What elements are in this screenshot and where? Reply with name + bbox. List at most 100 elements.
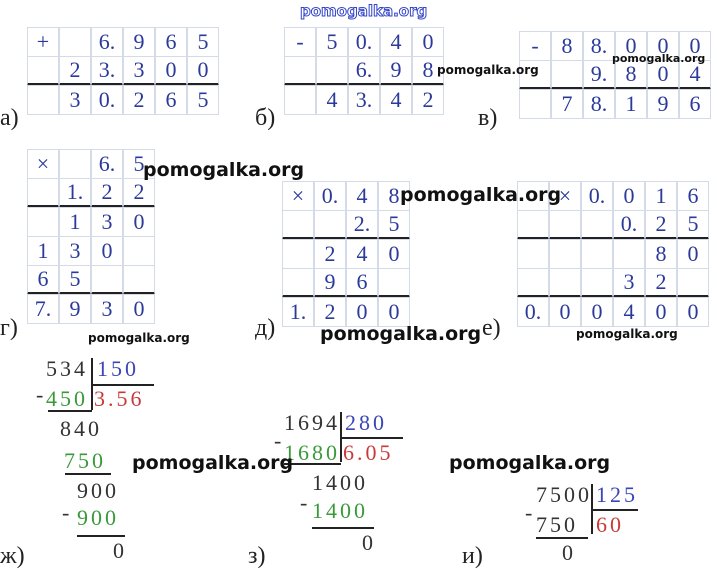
grid-cell: 8: [615, 60, 647, 90]
grid-cell: 8.: [583, 31, 615, 61]
grid-cell: 0: [613, 181, 645, 211]
grid-cell: 8: [551, 31, 583, 61]
grid-cell: 4: [679, 60, 711, 90]
watermark: pomogalka.org: [449, 452, 611, 474]
watermark: pomogalka.org: [612, 52, 706, 65]
grid-cell: 5: [59, 265, 91, 295]
grid-cell: 6: [27, 265, 59, 295]
grid-cell: 0: [378, 297, 410, 327]
grid-cell: [517, 210, 549, 240]
grid-cell: 8: [645, 239, 677, 269]
grid-cell: 3: [59, 236, 91, 266]
grid-cell: 4: [613, 297, 645, 327]
grid-cell: 0.: [314, 181, 346, 211]
grid-cell: [123, 265, 155, 295]
grid-cell: [27, 56, 59, 86]
grid-cell: [517, 268, 549, 298]
grid-cell: -: [519, 31, 551, 61]
grid-cell: 6: [679, 89, 711, 119]
grid-cell: 2: [91, 178, 123, 208]
multiplication-grid-e: × 0. 0 1 6 0. 2 5 8 0 3 2 0. 0 0 4 0 0: [517, 181, 710, 327]
grid-cell: [282, 239, 314, 269]
grid-cell: 4: [346, 239, 378, 269]
grid-cell: [59, 27, 91, 57]
grid-cell: 3: [613, 268, 645, 298]
grid-cell: 2.: [346, 210, 378, 240]
grid-cell: 0.: [517, 297, 549, 327]
grid-cell: 6: [346, 268, 378, 298]
grid-cell: 0: [123, 207, 155, 237]
grid-cell: [59, 149, 91, 179]
grid-cell: 0.: [613, 210, 645, 240]
grid-cell: 0: [91, 236, 123, 266]
grid-cell: [581, 239, 613, 269]
grid-cell: 0: [677, 297, 709, 327]
grid-cell: [378, 268, 410, 298]
grid-cell: 7: [551, 89, 583, 119]
grid-cell: 0: [647, 60, 679, 90]
grid-cell: [282, 210, 314, 240]
label-e: е): [482, 315, 501, 341]
grid-cell: 9.: [583, 60, 615, 90]
grid-cell: 6.: [348, 56, 380, 86]
grid-cell: 2: [314, 297, 346, 327]
grid-cell: [519, 89, 551, 119]
grid-cell: 0: [412, 27, 444, 57]
grid-cell: 0: [378, 239, 410, 269]
watermark-top: pomogalka.org: [299, 2, 428, 21]
grid-cell: 2: [314, 239, 346, 269]
watermark: pomogalka.org: [143, 159, 305, 181]
grid-cell: 3: [91, 207, 123, 237]
subtraction-grid-b: -5 0. 4 0 6. 9 8 4 3. 4 2: [284, 27, 445, 115]
grid-cell: 1: [615, 89, 647, 119]
grid-cell: 9: [647, 89, 679, 119]
grid-cell: [551, 60, 583, 90]
grid-cell: [27, 85, 59, 115]
grid-cell: 1: [27, 236, 59, 266]
grid-cell: 2: [123, 178, 155, 208]
label-v: в): [478, 105, 498, 131]
grid-cell: 1: [59, 207, 91, 237]
grid-cell: 1.: [282, 297, 314, 327]
grid-cell: 9: [59, 294, 91, 324]
grid-cell: +: [27, 27, 59, 57]
grid-cell: 0: [187, 56, 219, 86]
grid-cell: 4: [316, 85, 348, 115]
grid-cell: 2: [123, 85, 155, 115]
grid-cell: 6: [155, 27, 187, 57]
grid-cell: 1.: [59, 178, 91, 208]
grid-cell: 4: [346, 181, 378, 211]
grid-cell: 0: [155, 56, 187, 86]
grid-cell: [123, 236, 155, 266]
multiplication-grid-d: × 0. 4 8 2. 5 2 4 0 9 6 1. 2 0 0: [282, 181, 411, 327]
grid-cell: [549, 210, 581, 240]
grid-cell: 4: [380, 27, 412, 57]
grid-cell: [27, 207, 59, 237]
grid-cell: [549, 239, 581, 269]
grid-cell: [613, 239, 645, 269]
grid-cell: ×: [282, 181, 314, 211]
grid-cell: 2: [645, 268, 677, 298]
addition-grid: +6. 9 6 5 2 3. 3 0 0 3 0. 2 6 5: [27, 27, 220, 115]
grid-cell: 2: [645, 210, 677, 240]
grid-cell: [284, 85, 316, 115]
grid-cell: 5: [677, 210, 709, 240]
grid-cell: 5: [378, 210, 410, 240]
grid-cell: [27, 178, 59, 208]
grid-cell: 5: [187, 27, 219, 57]
grid-cell: [517, 239, 549, 269]
grid-cell: 3: [123, 56, 155, 86]
grid-cell: 0: [549, 297, 581, 327]
grid-cell: 3: [91, 294, 123, 324]
grid-cell: 6: [155, 85, 187, 115]
watermark: pomogalka.org: [132, 452, 294, 474]
grid-cell: 0.: [581, 181, 613, 211]
grid-cell: 1: [645, 181, 677, 211]
grid-cell: [677, 268, 709, 298]
grid-cell: [581, 268, 613, 298]
label-b: б): [255, 105, 276, 131]
grid-cell: [282, 268, 314, 298]
watermark: pomogalka.org: [320, 323, 482, 345]
grid-cell: 9: [314, 268, 346, 298]
watermark: pomogalka.org: [576, 327, 678, 341]
